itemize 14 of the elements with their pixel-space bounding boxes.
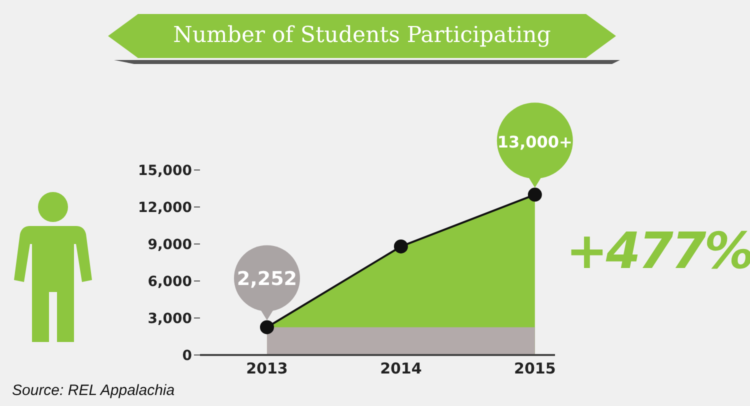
annotation: 13,000+ — [497, 132, 572, 152]
y-tick-label: 0 — [182, 348, 192, 364]
x-tick-label: 2014 — [380, 360, 422, 378]
text: +477% — [566, 222, 750, 280]
y-tick-label: 6,000 — [148, 274, 192, 290]
y-tick-label: 9,000 — [148, 236, 192, 253]
y-tick-label: 15,000 — [138, 162, 192, 179]
y-tick-label: 12,000 — [138, 200, 192, 216]
y-tick-label: 3,000 — [148, 310, 192, 327]
source-note: Source: REL Appalachia — [12, 382, 175, 399]
x-tick-label: 2015 — [514, 360, 556, 378]
x-tick-label: 2013 — [246, 360, 288, 378]
chart-title: Number of Students Participating — [108, 14, 616, 58]
annotation: 2,252 — [236, 268, 298, 290]
